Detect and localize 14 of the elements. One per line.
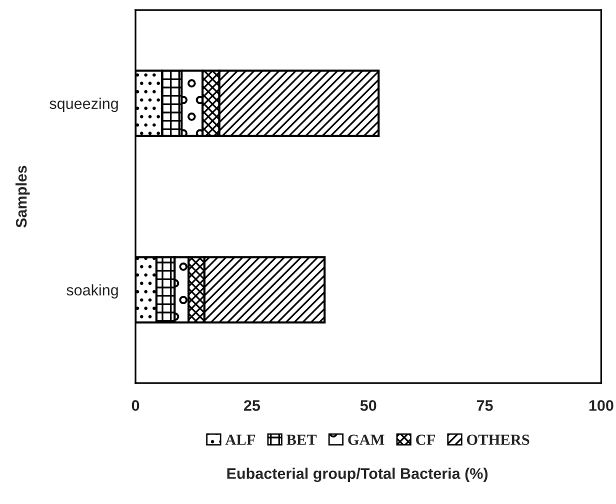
x-tick-label: 25: [244, 400, 260, 411]
legend-label: ALF: [225, 434, 255, 445]
x-tick-label: 75: [476, 400, 493, 411]
x-tick-label: 100: [589, 400, 614, 411]
legend-label: GAM: [348, 434, 384, 445]
y-tick-label: soaking: [66, 284, 118, 299]
y-axis-title: Samples: [16, 166, 30, 228]
legend-label: CF: [416, 434, 435, 445]
x-axis-title: Eubacterial group/Total Bacteria (%): [227, 468, 488, 482]
legend-label: OTHERS: [466, 434, 530, 445]
x-tick-label: 0: [132, 400, 140, 411]
legend-label: BET: [286, 434, 317, 445]
x-tick-label: 50: [360, 400, 376, 411]
y-tick-label: squeezing: [50, 98, 118, 112]
